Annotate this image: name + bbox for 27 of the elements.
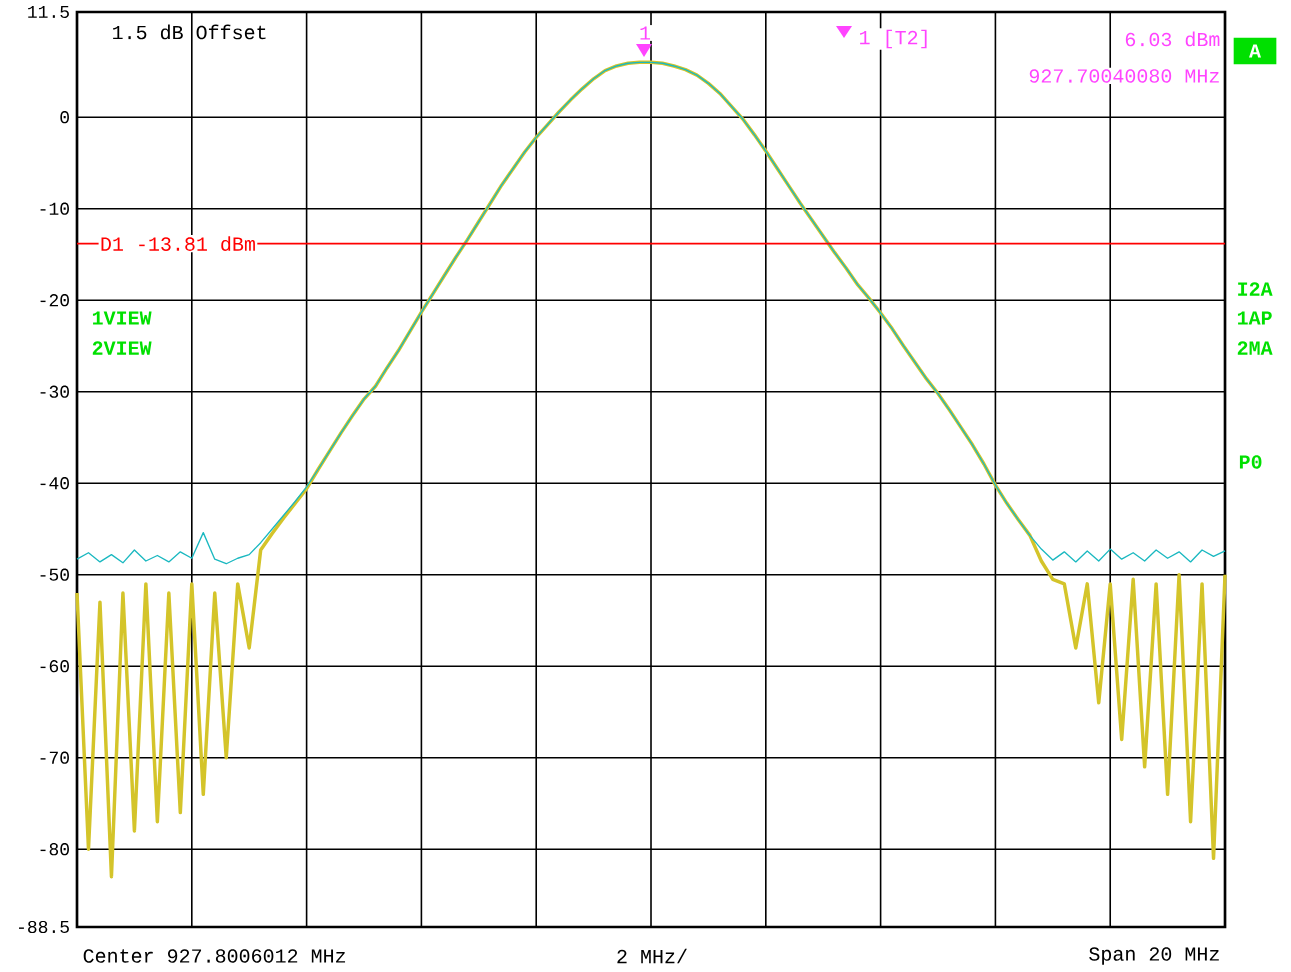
text: 1AP [1237, 311, 1272, 325]
text: P0 [1239, 455, 1262, 469]
text: Center 927.8006012 MHz [83, 949, 346, 963]
text: 2MA [1237, 341, 1273, 355]
y-tick-label: -10 [40, 202, 69, 215]
y-tick-label: -20 [40, 294, 69, 307]
y-tick-label: -40 [40, 477, 69, 490]
annotation: 6.03 dBm [1125, 31, 1220, 47]
text: I2A [1238, 282, 1273, 296]
annotation: 1VIEW [92, 311, 152, 325]
text: A [1249, 44, 1262, 58]
y-tick-label: 0 [60, 111, 69, 124]
y-tick-label: -60 [40, 660, 69, 673]
annotation: 1 [T2] [860, 29, 927, 49]
annotation: 2VIEW [92, 341, 152, 355]
y-tick-label: 11.5 [28, 5, 69, 18]
y-tick-label: -80 [40, 843, 69, 856]
y-tick-label: -50 [40, 568, 69, 581]
y-tick-label: -70 [40, 751, 69, 764]
annotation: 927.70040080 MHz [1029, 69, 1219, 83]
text: 2 MHz/ [617, 948, 687, 964]
y-tick-label: -30 [40, 385, 69, 398]
ref-line-label: D1 -13.81 dBm [101, 236, 255, 251]
y-tick-label: -88.5 [18, 920, 69, 934]
text: Span 20 MHz [1089, 947, 1219, 965]
annotation: 1.5 dB Offset [113, 24, 266, 40]
annotation: 1 [640, 26, 651, 40]
